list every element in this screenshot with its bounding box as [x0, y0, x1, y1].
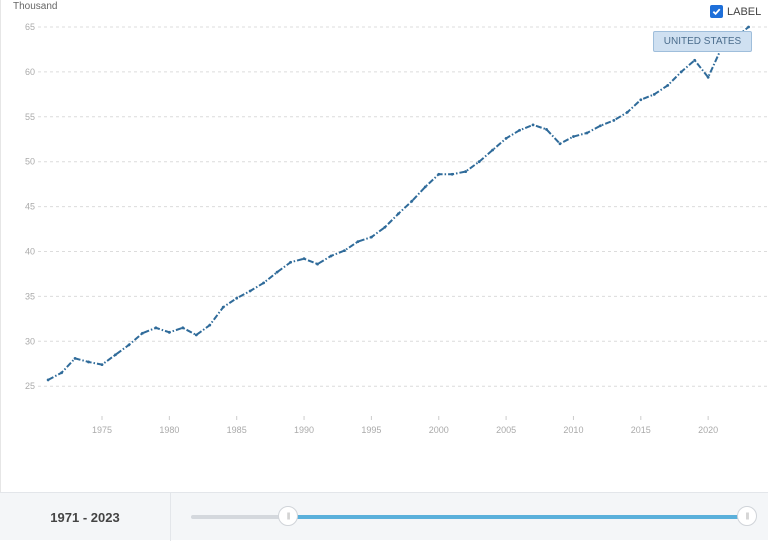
label-toggle-text: LABEL [727, 5, 762, 18]
label-toggle[interactable]: LABEL [710, 5, 761, 18]
x-tick-label: 2015 [631, 425, 651, 435]
slider-start-handle[interactable]: ||| [278, 506, 299, 526]
slider-end-handle[interactable]: ||| [737, 506, 757, 526]
data-point[interactable] [100, 363, 104, 367]
grip-icon: ||| [745, 512, 750, 520]
y-tick-label: 25 [25, 381, 35, 391]
data-point[interactable] [666, 83, 670, 87]
data-point[interactable] [625, 110, 629, 114]
x-tick-label: 1985 [227, 425, 247, 435]
range-footer: 1971 - 2023 ||| ||| [0, 492, 768, 541]
series-line [47, 26, 750, 381]
data-point[interactable] [572, 135, 575, 138]
x-tick-label: 1980 [159, 425, 179, 435]
data-point[interactable] [652, 92, 656, 96]
data-point[interactable] [154, 326, 158, 330]
data-point[interactable] [356, 240, 360, 244]
data-point[interactable] [410, 199, 414, 203]
data-point[interactable] [450, 172, 454, 176]
y-tick-label: 45 [25, 202, 35, 212]
x-tick-label: 1975 [92, 425, 112, 435]
data-point[interactable] [531, 123, 535, 127]
data-point[interactable] [127, 343, 131, 347]
data-point[interactable] [545, 127, 548, 131]
data-point[interactable] [585, 131, 589, 135]
checkbox-checked-icon[interactable] [710, 5, 723, 18]
data-point[interactable] [302, 257, 306, 261]
data-point[interactable] [598, 124, 602, 128]
data-point[interactable] [87, 360, 90, 364]
x-tick-label: 2010 [563, 425, 583, 435]
data-point[interactable] [639, 98, 643, 102]
data-point[interactable] [114, 353, 117, 357]
data-point[interactable] [706, 75, 710, 79]
chart-area: Thousand 25 30 35 40 45 50 55 60 65 1975 1980 1985 1… [0, 0, 768, 492]
data-point[interactable] [477, 160, 481, 164]
data-point[interactable] [437, 172, 441, 176]
y-tick-label: 30 [25, 336, 35, 346]
data-point[interactable] [73, 356, 77, 360]
y-tick-label: 55 [25, 112, 35, 122]
x-tick-label: 2020 [698, 425, 718, 435]
data-point[interactable] [679, 70, 683, 74]
data-point[interactable] [221, 305, 225, 309]
y-tick-label: 50 [25, 157, 35, 167]
slider-selected-range [288, 515, 747, 519]
grip-icon: ||| [286, 512, 291, 520]
data-point[interactable] [141, 331, 144, 335]
data-point[interactable] [383, 225, 387, 229]
data-point[interactable] [423, 185, 427, 189]
data-point[interactable] [235, 296, 239, 300]
data-point[interactable] [181, 326, 185, 330]
x-tick-label: 1990 [294, 425, 314, 435]
data-point[interactable] [343, 249, 346, 253]
data-point[interactable] [518, 128, 521, 132]
data-point[interactable] [194, 333, 198, 337]
year-range-text: 1971 - 2023 [0, 493, 171, 541]
data-point[interactable] [491, 148, 495, 152]
data-point[interactable] [208, 323, 212, 327]
data-point[interactable] [504, 136, 508, 140]
y-axis-unit-label: Thousand [13, 1, 58, 12]
data-point[interactable] [396, 212, 400, 216]
data-point[interactable] [558, 142, 562, 146]
data-point[interactable] [289, 260, 292, 264]
data-point[interactable] [262, 281, 266, 285]
y-tick-label: 40 [25, 247, 35, 257]
line-plot: 25 30 35 40 45 50 55 60 65 1975 1980 1985 1990 1995 20… [25, 22, 768, 435]
data-point[interactable] [316, 262, 319, 266]
data-point[interactable] [464, 170, 468, 173]
data-point[interactable] [747, 25, 750, 29]
year-range-slider[interactable]: ||| ||| [191, 506, 757, 526]
data-point[interactable] [248, 289, 252, 293]
data-point[interactable] [329, 254, 333, 258]
y-tick-label: 35 [25, 291, 35, 301]
x-tick-label: 2000 [429, 425, 449, 435]
data-point[interactable] [60, 371, 63, 375]
x-tick-label: 1995 [361, 425, 381, 435]
series-label-badge: UNITED STATES [653, 31, 752, 52]
y-tick-label: 65 [25, 22, 35, 32]
y-tick-label: 60 [25, 67, 35, 77]
data-point[interactable] [167, 330, 171, 334]
data-point[interactable] [693, 58, 697, 62]
data-point[interactable] [275, 270, 279, 274]
data-point[interactable] [612, 118, 616, 122]
data-point[interactable] [370, 235, 373, 239]
x-tick-label: 2005 [496, 425, 516, 435]
data-point[interactable] [46, 378, 50, 382]
